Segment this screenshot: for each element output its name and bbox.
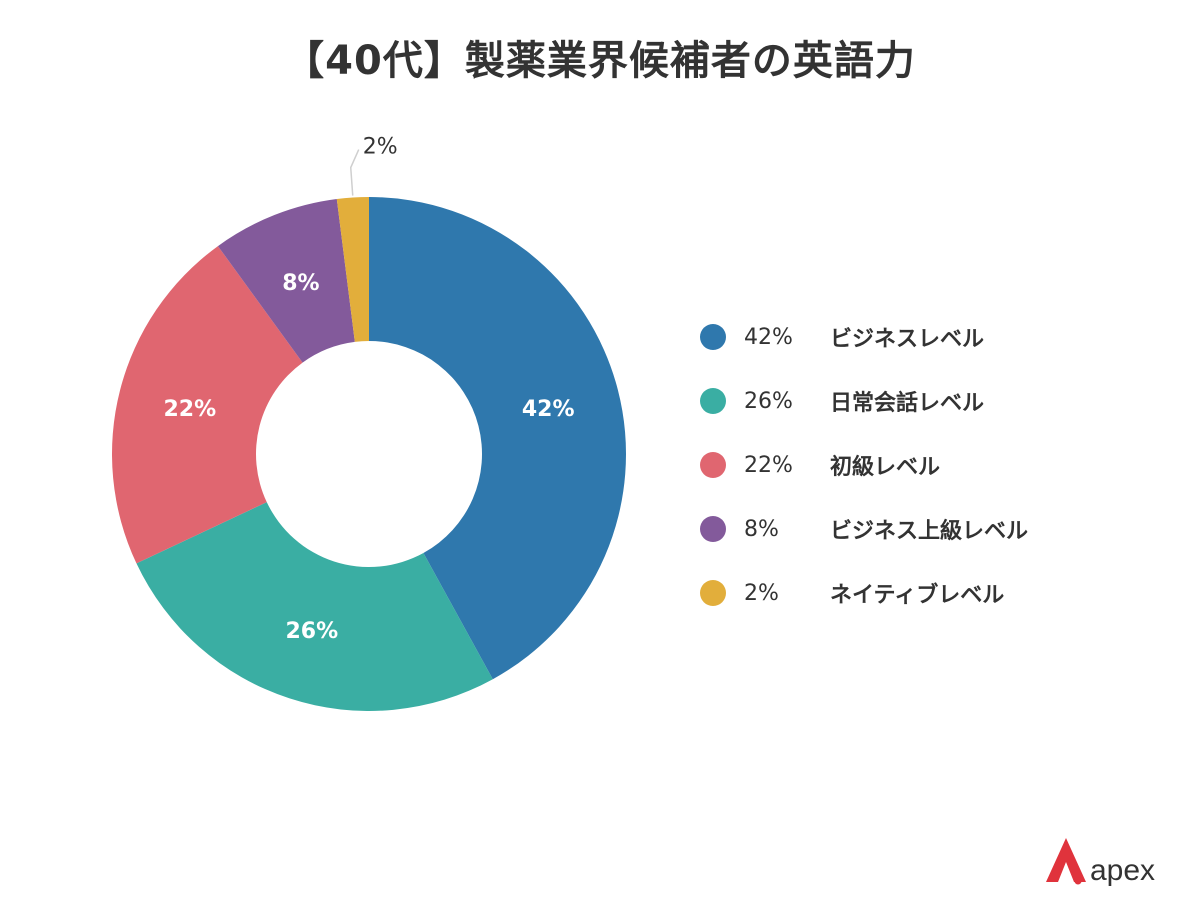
leader-line — [349, 149, 360, 196]
legend-percent: 22% — [744, 452, 793, 478]
legend-swatch — [700, 452, 726, 478]
slice-value-label: 42% — [522, 397, 575, 422]
legend-percent: 8% — [744, 516, 779, 542]
legend-label: 初級レベル — [830, 455, 941, 480]
legend-label: 日常会話レベル — [830, 391, 985, 416]
apex-logo: apex — [1044, 836, 1155, 886]
legend-swatch — [700, 388, 726, 414]
legend-item-native: 2% ネイティブレベル — [700, 561, 1028, 625]
legend-label: ビジネスレベル — [830, 327, 985, 352]
legend: 42% ビジネスレベル 26% 日常会話レベル 22% 初級レベル 8% ビジネ… — [700, 305, 1028, 625]
apex-logo-text: apex — [1090, 854, 1156, 887]
slice-beginner — [111, 246, 303, 564]
slice-business-advanced — [217, 199, 355, 363]
slice-native — [336, 197, 369, 342]
slice-value-label: 26% — [285, 619, 338, 644]
legend-swatch — [700, 516, 726, 542]
legend-percent: 42% — [744, 324, 793, 350]
apex-logo-icon — [1046, 838, 1086, 885]
legend-swatch — [700, 324, 726, 350]
legend-item-beginner: 22% 初級レベル — [700, 433, 1028, 497]
legend-swatch — [700, 580, 726, 606]
legend-percent: 26% — [744, 388, 793, 414]
slice-value-label: 2% — [363, 135, 398, 160]
slice-value-label: 22% — [163, 397, 216, 422]
slice-daily-conversation — [136, 502, 493, 711]
legend-percent: 2% — [744, 580, 779, 606]
slice-value-label: 8% — [282, 271, 319, 296]
legend-item-business: 42% ビジネスレベル — [700, 305, 1028, 369]
slice-business — [369, 197, 627, 680]
legend-item-daily-conversation: 26% 日常会話レベル — [700, 369, 1028, 433]
legend-item-business-advanced: 8% ビジネス上級レベル — [700, 497, 1028, 561]
legend-label: ビジネス上級レベル — [830, 519, 1029, 544]
chart-title: 【40代】製薬業界候補者の英語力 — [284, 38, 916, 84]
legend-label: ネイティブレベル — [830, 583, 1005, 608]
